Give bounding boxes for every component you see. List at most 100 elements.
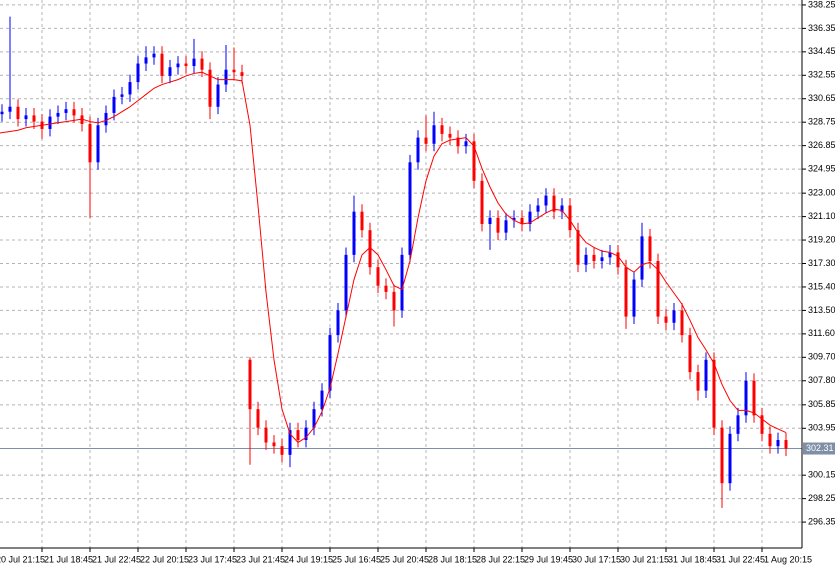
candle-body bbox=[320, 390, 324, 410]
candle-body bbox=[328, 335, 332, 391]
candle-body bbox=[776, 440, 780, 447]
candle-body bbox=[48, 116, 52, 129]
candle-body bbox=[400, 254, 404, 311]
candle-body bbox=[656, 261, 660, 317]
candle-body bbox=[504, 220, 508, 233]
candle-body bbox=[456, 137, 460, 147]
candle-body bbox=[240, 72, 244, 76]
candle-body bbox=[360, 211, 364, 231]
y-tick-label: 334.45 bbox=[808, 46, 835, 56]
candle-body bbox=[160, 53, 164, 76]
plot-area bbox=[0, 16, 802, 508]
candle-body bbox=[480, 180, 484, 225]
candle-body bbox=[0, 111, 4, 115]
candle-body bbox=[376, 267, 380, 286]
candle-body bbox=[552, 195, 556, 212]
candle-body bbox=[152, 53, 156, 58]
candle-body bbox=[624, 267, 628, 317]
candle-body bbox=[280, 446, 284, 455]
candle-body bbox=[576, 230, 580, 265]
candle-body bbox=[272, 442, 276, 447]
y-tick-label: 305.85 bbox=[808, 399, 835, 409]
candle-body bbox=[24, 115, 28, 120]
x-tick-label: 31 Jul 18:45 bbox=[668, 554, 717, 564]
candle-body bbox=[144, 57, 148, 64]
candle-body bbox=[264, 427, 268, 443]
candle-body bbox=[720, 427, 724, 484]
candle-body bbox=[744, 380, 748, 416]
candle-body bbox=[712, 359, 716, 428]
candle-body bbox=[424, 137, 428, 144]
y-tick-label: 307.80 bbox=[808, 375, 835, 385]
x-tick-label: 31 Jul 22:45 bbox=[716, 554, 765, 564]
x-tick-label: 24 Jul 19:15 bbox=[284, 554, 333, 564]
candle-body bbox=[344, 254, 348, 311]
candle-body bbox=[584, 254, 588, 265]
candle-body bbox=[80, 115, 84, 125]
x-tick-label: 22 Jul 20:15 bbox=[140, 554, 189, 564]
candle-body bbox=[416, 137, 420, 163]
candle-body bbox=[752, 380, 756, 416]
candle-body bbox=[288, 430, 292, 455]
candle-body bbox=[784, 440, 788, 449]
y-tick-label: 303.95 bbox=[808, 423, 835, 433]
y-tick-label: 328.75 bbox=[808, 117, 835, 127]
candle-body bbox=[88, 124, 92, 163]
candle-body bbox=[312, 409, 316, 428]
candle-body bbox=[600, 257, 604, 262]
x-tick-label: 21 Jul 22:45 bbox=[92, 554, 141, 564]
candle-body bbox=[32, 115, 36, 122]
candle-body bbox=[392, 291, 396, 311]
x-tick-label: 29 Jul 19:45 bbox=[524, 554, 573, 564]
candle-body bbox=[680, 310, 684, 336]
candle-body bbox=[728, 433, 732, 484]
x-tick-label: 30 Jul 21:15 bbox=[620, 554, 669, 564]
y-tick-label: 317.30 bbox=[808, 258, 835, 268]
candle-body bbox=[568, 205, 572, 231]
candle-body bbox=[128, 82, 132, 95]
candle-body bbox=[688, 335, 692, 373]
candle-body bbox=[304, 427, 308, 441]
candle-body bbox=[120, 94, 124, 97]
candle-body bbox=[216, 84, 220, 107]
y-tick-label: 298.25 bbox=[808, 493, 835, 503]
x-tick-label: 20 Jul 21:15 bbox=[0, 554, 45, 564]
y-tick-label: 324.95 bbox=[808, 163, 835, 173]
candle-body bbox=[368, 230, 372, 268]
candle-body bbox=[592, 254, 596, 262]
x-tick-label: 25 Jul 16:45 bbox=[332, 554, 381, 564]
candle-body bbox=[496, 217, 500, 233]
candle-body bbox=[488, 217, 492, 225]
candle-body bbox=[296, 430, 300, 441]
y-tick-label: 326.85 bbox=[808, 140, 835, 150]
y-tick-label: 309.70 bbox=[808, 352, 835, 362]
candle-body bbox=[464, 141, 468, 147]
y-tick-label: 323.00 bbox=[808, 188, 835, 198]
candle-body bbox=[448, 133, 452, 138]
candle-body bbox=[256, 409, 260, 428]
y-tick-label: 311.60 bbox=[808, 328, 835, 338]
candle-body bbox=[176, 63, 180, 68]
candle-body bbox=[104, 112, 108, 126]
y-tick-label: 319.20 bbox=[808, 234, 835, 244]
candle-body bbox=[136, 63, 140, 83]
candle-body bbox=[560, 205, 564, 212]
x-tick-label: 21 Jul 18:45 bbox=[44, 554, 93, 564]
x-tick-label: 23 Jul 17:45 bbox=[188, 554, 237, 564]
candle-body bbox=[640, 236, 644, 280]
candle-body bbox=[336, 310, 340, 336]
y-tick-label: 332.55 bbox=[808, 70, 835, 80]
candle-body bbox=[192, 58, 196, 67]
candle-body bbox=[184, 63, 188, 67]
candle-body bbox=[608, 252, 612, 258]
y-tick-label: 321.10 bbox=[808, 211, 835, 221]
candle-body bbox=[528, 211, 532, 225]
candle-body bbox=[760, 415, 764, 434]
x-tick-label: 28 Jul 18:15 bbox=[428, 554, 477, 564]
candle-body bbox=[520, 217, 524, 225]
last-price-box bbox=[803, 442, 835, 455]
candle-body bbox=[64, 109, 68, 113]
candle-body bbox=[408, 162, 412, 255]
candle-body bbox=[56, 112, 60, 117]
